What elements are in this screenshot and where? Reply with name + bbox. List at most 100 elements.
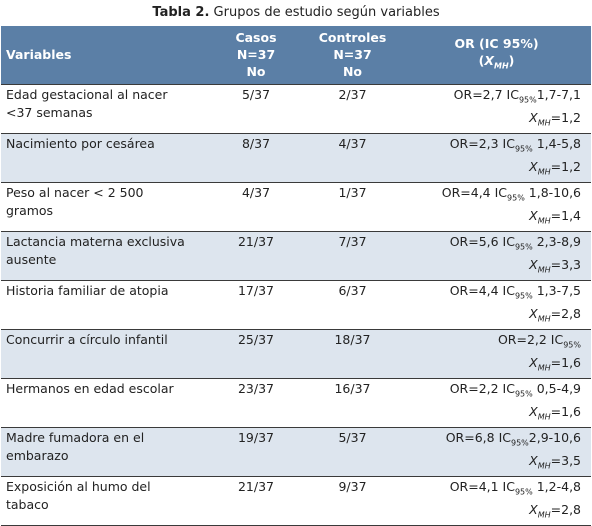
study-groups-table: Variables Casos N=37 No Controles N=37 N… [1,26,591,526]
cell-or: OR=2,2 IC95% 0,5-4,9 XMH=1,6 [402,378,591,427]
header-or: OR (IC 95%) (XMH) [402,26,591,84]
cell-variable: Hermanos en edad escolar [1,378,209,427]
cell-variable: Historia familiar de atopia [1,280,209,329]
or-value: OR=6,8 IC [445,429,511,445]
xmh-value: =1,4 [550,208,581,223]
table-row: Exposición al humo del tabaco 21/37 9/37 OR=… [1,476,591,525]
xmh-symbol: X [529,502,538,517]
header-casos-no: No [246,64,266,80]
variable-line-1: Concurrir a círculo infantil [6,331,168,347]
ic-subscript: 95% [514,389,533,398]
ic-subscript: 95% [518,95,537,104]
header-or-x: X [484,53,494,68]
xmh-subscript: MH [537,510,551,520]
cell-or: OR=2,2 IC95% XMH=1,6 [402,329,591,378]
cell-casos: 21/37 [237,478,275,494]
header-controles-no: No [342,64,363,80]
ic-subscript: 95% [507,193,525,202]
ci-range: 2,9-10,6 [528,429,581,445]
cell-variable: Nacimiento por cesárea [1,133,209,182]
ci-range: 1,8-10,6 [524,184,581,200]
xmh-value: =1,6 [550,355,581,370]
cell-variable: Lactancia materna exclusiva ausente [1,231,209,280]
or-value: OR=4,4 IC [449,282,515,298]
xmh-value: =1,6 [550,404,581,419]
xmh-value: =1,2 [550,110,581,125]
header-or-open: ( [478,53,485,68]
or-value: OR=5,6 IC [449,233,515,249]
xmh-symbol: X [529,208,538,223]
variable-line-2: <37 semanas [6,104,93,120]
xmh-symbol: X [529,306,538,321]
cell-variable: Madre fumadora en el embarazo [1,427,209,476]
xmh-subscript: MH [537,314,551,324]
cell-casos: 4/37 [241,184,271,200]
or-value: OR=2,3 IC [449,135,515,151]
table-row: Peso al nacer < 2 500 gramos 4/37 1/37 OR=4,… [1,182,591,231]
xmh-value: =3,3 [550,257,581,272]
ic-subscript: 95% [563,340,581,349]
table-caption: Tabla 2. Grupos de estudio según variabl… [0,0,592,26]
cell-casos: 5/37 [241,86,271,102]
cell-controles: 2/37 [338,86,367,102]
variable-line-1: Lactancia materna exclusiva [6,233,185,249]
ci-range: 2,3-8,9 [532,233,581,249]
table-row: Historia familiar de atopia 17/37 6/37 OR=4… [1,280,591,329]
cell-casos: 19/37 [237,429,275,445]
variable-line-1: Exposición al humo del [6,478,151,494]
variable-line-1: Historia familiar de atopia [6,282,169,298]
header-or-mh: MH [493,61,509,71]
table-row: Nacimiento por cesárea 8/37 4/37 OR=2,3 IC9… [1,133,591,182]
or-value: OR=4,4 IC [441,184,508,200]
cell-casos: 17/37 [237,282,275,298]
cell-casos: 21/37 [237,233,275,249]
variable-line-2: tabaco [6,496,49,512]
xmh-symbol: X [529,159,538,174]
cell-or: OR=6,8 IC95%2,9-10,6 XMH=3,5 [402,427,591,476]
variable-line-1: Madre fumadora en el [6,429,145,445]
variable-line-1: Hermanos en edad escolar [6,380,174,396]
xmh-value: =1,2 [550,159,581,174]
ic-subscript: 95% [514,242,533,251]
cell-controles: 9/37 [338,478,367,494]
variable-line-1: Nacimiento por cesárea [6,135,155,151]
or-value: OR=2,2 IC [449,380,515,396]
xmh-subscript: MH [537,412,551,422]
cell-casos: 23/37 [237,380,275,396]
header-or-title: OR (IC 95%) [454,36,539,51]
ci-range: 1,7-7,1 [536,86,581,102]
xmh-subscript: MH [537,118,551,128]
ic-subscript: 95% [514,144,533,153]
ic-subscript: 95% [514,291,533,300]
caption-text: Grupos de estudio según variables [213,5,440,20]
header-variables: Variables [1,26,209,84]
variable-line-1: Edad gestacional al nacer [6,86,168,102]
header-controles-n: N=37 [333,47,372,63]
xmh-symbol: X [529,355,538,370]
or-value: OR=4,1 IC [449,478,515,494]
variable-line-2: embarazo [6,447,69,463]
xmh-symbol: X [529,110,538,125]
variable-line-2: ausente [6,251,57,267]
xmh-subscript: MH [537,461,551,471]
header-casos-title: Casos [235,30,277,46]
cell-controles: 6/37 [338,282,367,298]
cell-controles: 16/37 [334,380,371,396]
header-casos-n: N=37 [236,47,276,63]
table-header-row: Variables Casos N=37 No Controles N=37 N… [1,26,591,84]
ic-subscript: 95% [514,487,533,496]
or-value: OR=2,7 IC [453,86,519,102]
cell-or: OR=2,7 IC95%1,7-7,1 XMH=1,2 [402,84,591,133]
header-or-close: ) [508,53,515,68]
xmh-subscript: MH [537,265,551,275]
xmh-symbol: X [529,453,538,468]
cell-or: OR=4,1 IC95% 1,2-4,8 XMH=2,8 [402,476,591,525]
cell-controles: 18/37 [334,331,371,347]
variable-line-1: Peso al nacer < 2 500 [6,184,144,200]
table-row: Madre fumadora en el embarazo 19/37 5/37 OR=… [1,427,591,476]
cell-controles: 7/37 [338,233,367,249]
ic-subscript: 95% [510,438,529,447]
caption-label: Tabla 2. [152,5,210,20]
xmh-subscript: MH [537,363,551,373]
